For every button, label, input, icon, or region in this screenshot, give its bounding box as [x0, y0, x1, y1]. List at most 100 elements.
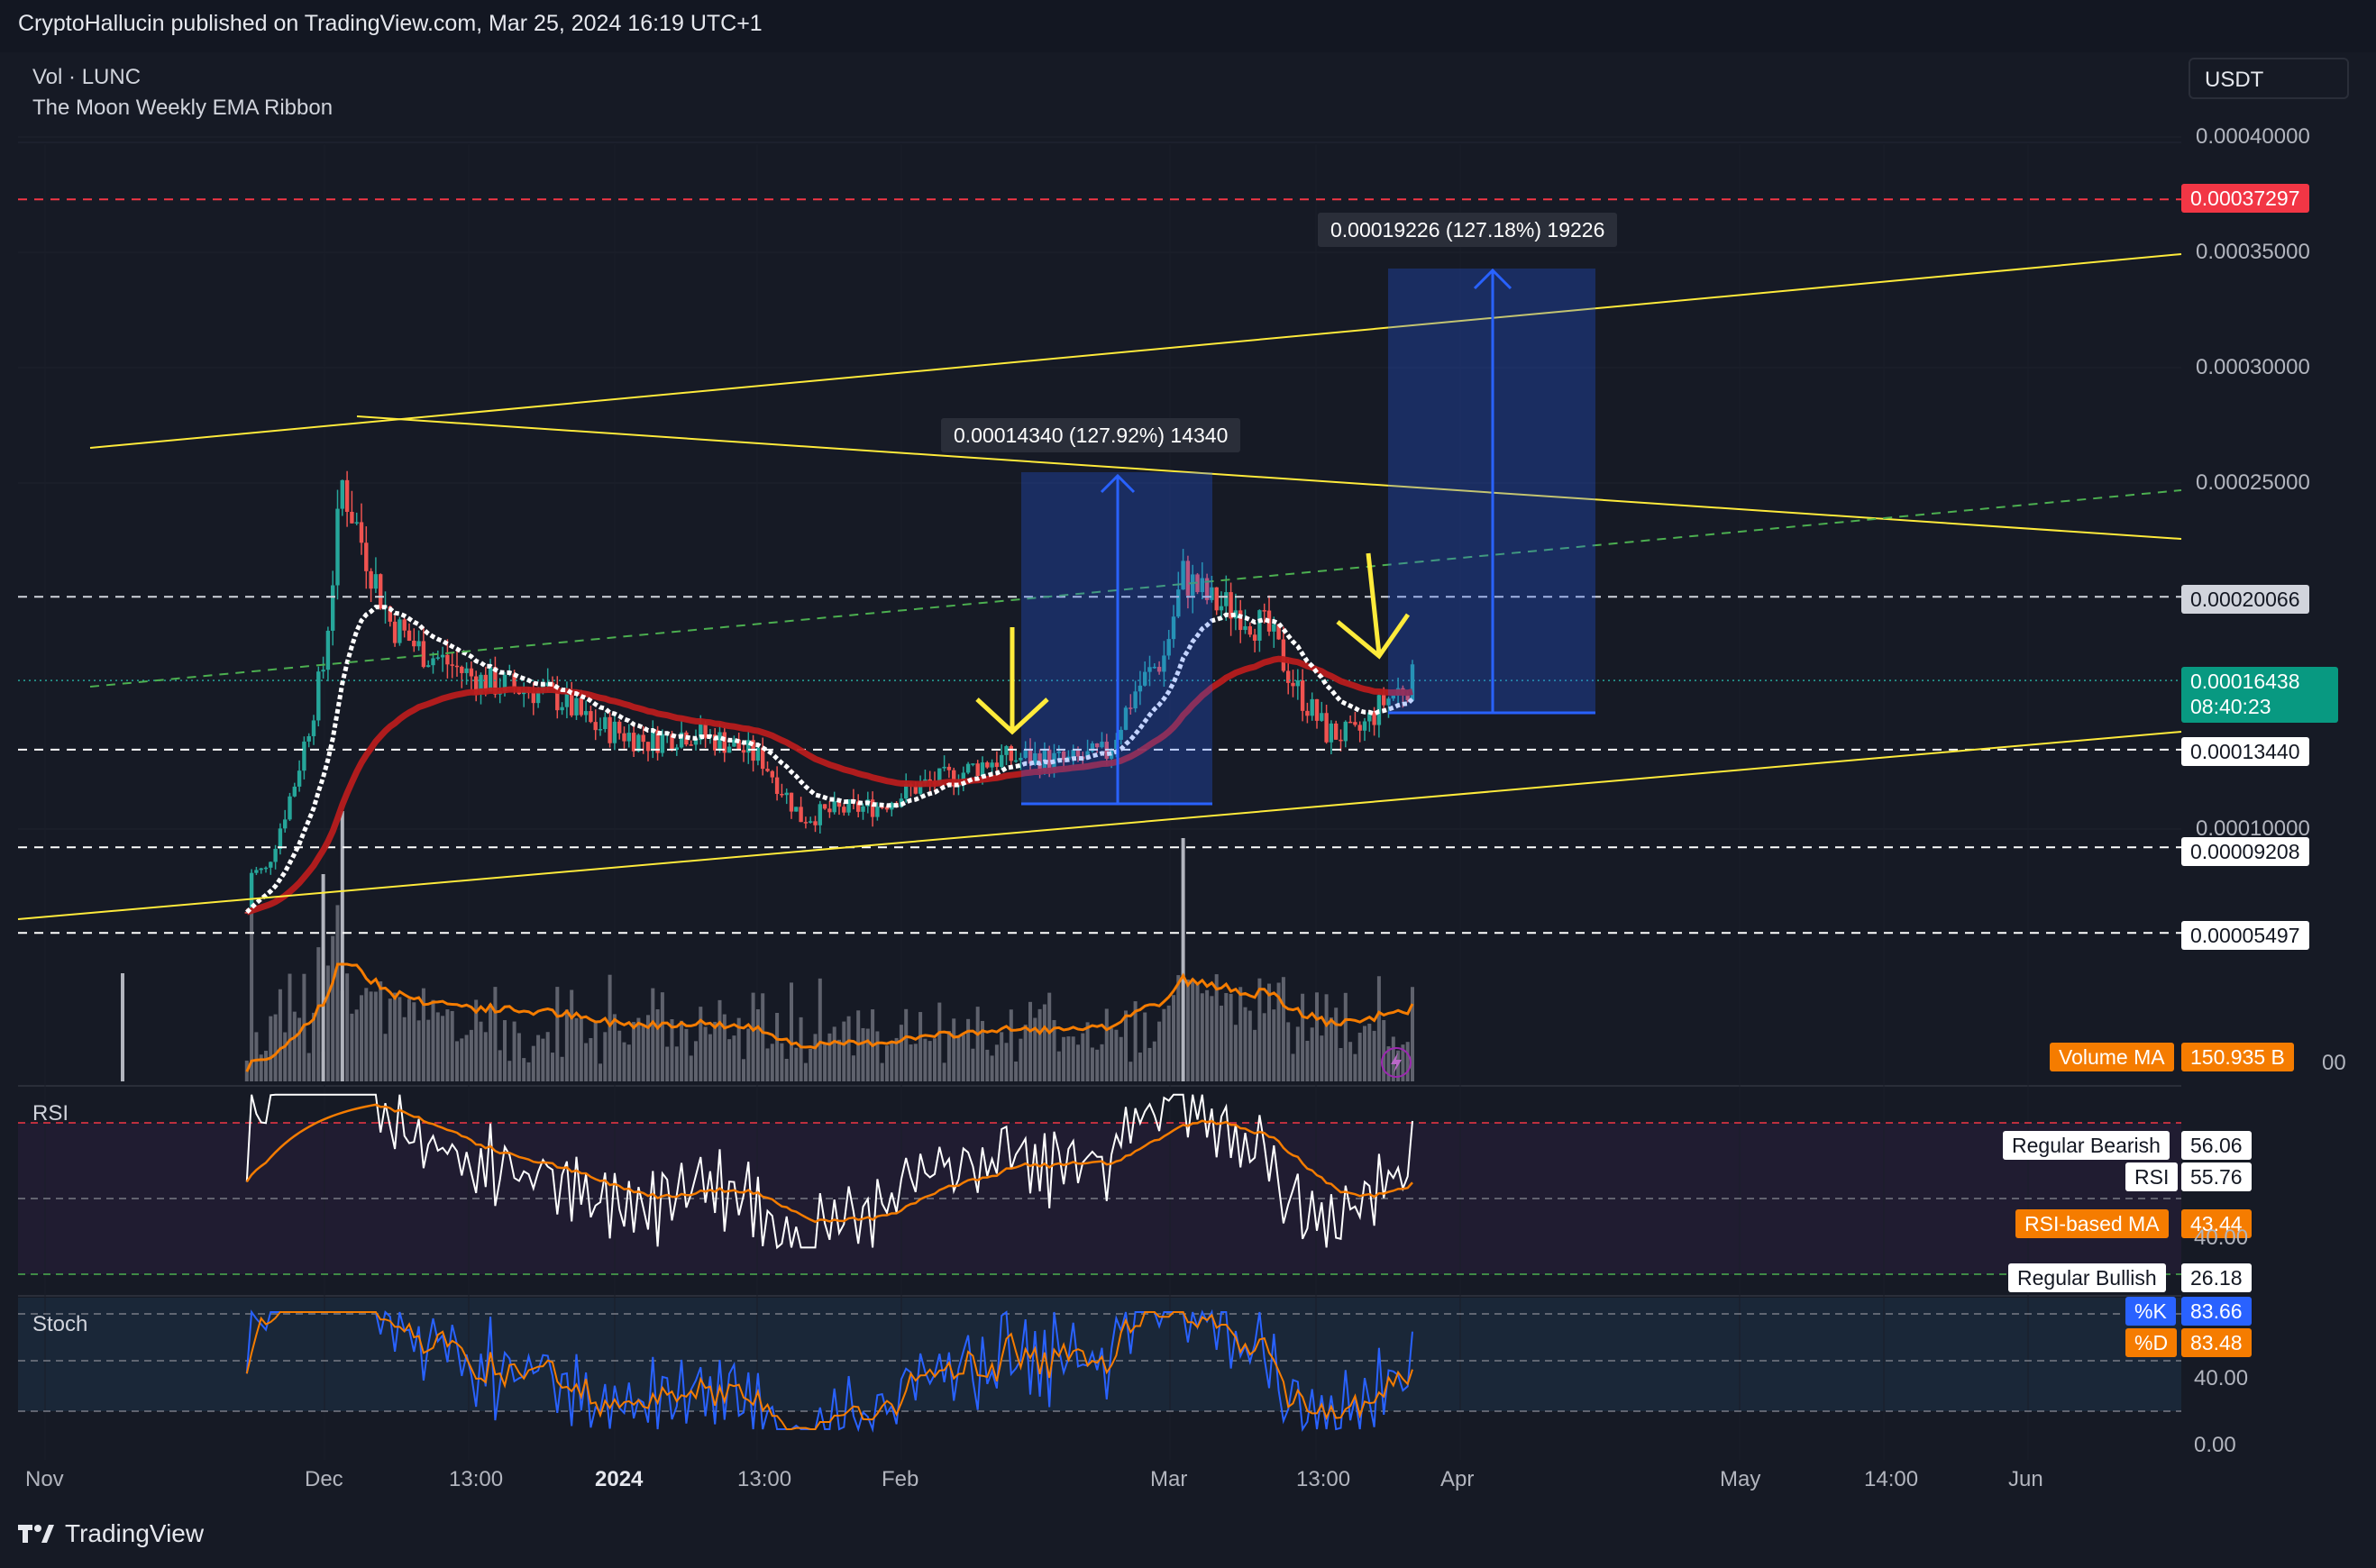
- candle-body: [674, 747, 679, 751]
- candle-body: [904, 783, 909, 799]
- volume-bar: [632, 1022, 636, 1081]
- candle-body: [645, 742, 651, 752]
- volume-bar: [579, 1016, 583, 1081]
- candle-body: [1114, 739, 1119, 749]
- candle-body: [402, 619, 407, 631]
- volume-bar: [398, 997, 402, 1081]
- volume-bar: [1247, 1010, 1252, 1081]
- candle-body: [836, 800, 842, 807]
- volume-bar: [928, 1041, 932, 1081]
- candle-body: [426, 665, 431, 668]
- candle-body: [975, 763, 980, 777]
- candle-body: [722, 732, 727, 753]
- volume-bar: [865, 1028, 870, 1081]
- volume-axis-label: 00: [2322, 1051, 2346, 1075]
- candle-body: [416, 641, 421, 647]
- candle-body: [655, 730, 660, 753]
- candle-body: [460, 666, 464, 673]
- volume-bar: [875, 1031, 880, 1081]
- volume-bar: [431, 999, 435, 1081]
- candle-body: [388, 606, 392, 622]
- volume-bar: [1185, 979, 1190, 1081]
- candle-body: [1129, 707, 1133, 709]
- volume-bar: [1257, 978, 1262, 1081]
- candle-body: [846, 798, 851, 813]
- candle-body: [1204, 578, 1210, 600]
- candle-body: [431, 658, 435, 666]
- candle-body: [1334, 723, 1339, 740]
- candle-body: [890, 802, 894, 810]
- volume-bar: [1348, 1042, 1353, 1081]
- candle-body: [421, 641, 426, 668]
- candle-body: [1013, 760, 1019, 762]
- current-price-value: 0.00016438: [2190, 670, 2300, 693]
- projection-1-arrowhead: [1100, 473, 1136, 494]
- legend-indicator: The Moon Weekly EMA Ribbon: [32, 96, 334, 120]
- volume-bar: [412, 1002, 416, 1081]
- candle-body: [288, 796, 292, 820]
- volume-bar: [670, 1019, 674, 1081]
- candle-body: [880, 807, 884, 808]
- candle-body: [1219, 606, 1224, 611]
- currency-selector[interactable]: USDT: [2189, 58, 2349, 99]
- volume-bar: [1047, 992, 1052, 1081]
- candle-body: [283, 819, 288, 829]
- candle-body: [608, 716, 612, 743]
- price-tick-label: 0.00030000: [2196, 355, 2310, 379]
- candle-body: [321, 670, 325, 672]
- candle-body: [1152, 666, 1156, 669]
- volume-bar: [680, 1020, 684, 1081]
- volume-bar: [1004, 1043, 1009, 1081]
- brand[interactable]: TradingView: [18, 1519, 204, 1548]
- rsi-ma-value: 43.44: [2181, 1209, 2252, 1238]
- volume-bar: [971, 1048, 975, 1081]
- volume-bar: [1205, 989, 1210, 1081]
- candle-body: [1119, 729, 1123, 740]
- volume-bar: [1267, 983, 1271, 1081]
- candle-body: [483, 674, 488, 692]
- candle-body: [946, 766, 952, 770]
- volume-bar: [1133, 1001, 1138, 1081]
- volume-bar: [937, 1002, 942, 1081]
- candle-body: [1382, 695, 1386, 706]
- candle-body: [693, 740, 699, 745]
- candle-body: [340, 479, 344, 509]
- volume-bar: [1324, 994, 1329, 1081]
- volume-bar: [994, 1044, 999, 1081]
- candle-body: [727, 746, 732, 753]
- volume-bar: [560, 1056, 564, 1081]
- volume-bar: [483, 1032, 488, 1081]
- time-tick-label: Apr: [1440, 1467, 1475, 1491]
- candle-body: [435, 657, 440, 659]
- lightning-alert-icon[interactable]: [1381, 1047, 1412, 1078]
- candle-body: [359, 522, 364, 543]
- volume-bar: [1000, 1032, 1004, 1081]
- candle-body: [965, 763, 971, 773]
- candle-body: [379, 574, 383, 609]
- candle-body: [1233, 610, 1238, 619]
- volume-bar: [909, 1044, 913, 1081]
- volume-bar: [1363, 1026, 1366, 1081]
- volume-bar: [570, 989, 574, 1081]
- volume-bar: [861, 1027, 865, 1081]
- tradingview-logo-icon: [18, 1525, 54, 1543]
- candle-body: [1028, 750, 1033, 764]
- candle-body: [636, 734, 641, 752]
- candle-body: [622, 733, 626, 742]
- annotation-arrow-1-head: [975, 697, 1049, 735]
- volume-bar: [1119, 1036, 1123, 1081]
- candle-body: [1162, 655, 1166, 672]
- candle-body: [1324, 713, 1329, 743]
- rsi-bearish-value: 56.06: [2181, 1131, 2252, 1160]
- time-tick-label: 13:00: [1296, 1467, 1351, 1491]
- time-tick-label: May: [1720, 1467, 1761, 1491]
- candle-body: [560, 707, 564, 711]
- candle-body: [598, 729, 603, 731]
- volume-bar: [273, 1014, 278, 1081]
- candle-body: [789, 792, 794, 812]
- candle-body: [803, 822, 809, 824]
- candle-body: [1004, 746, 1009, 755]
- candle-body: [1061, 751, 1066, 761]
- candle-body: [928, 779, 932, 782]
